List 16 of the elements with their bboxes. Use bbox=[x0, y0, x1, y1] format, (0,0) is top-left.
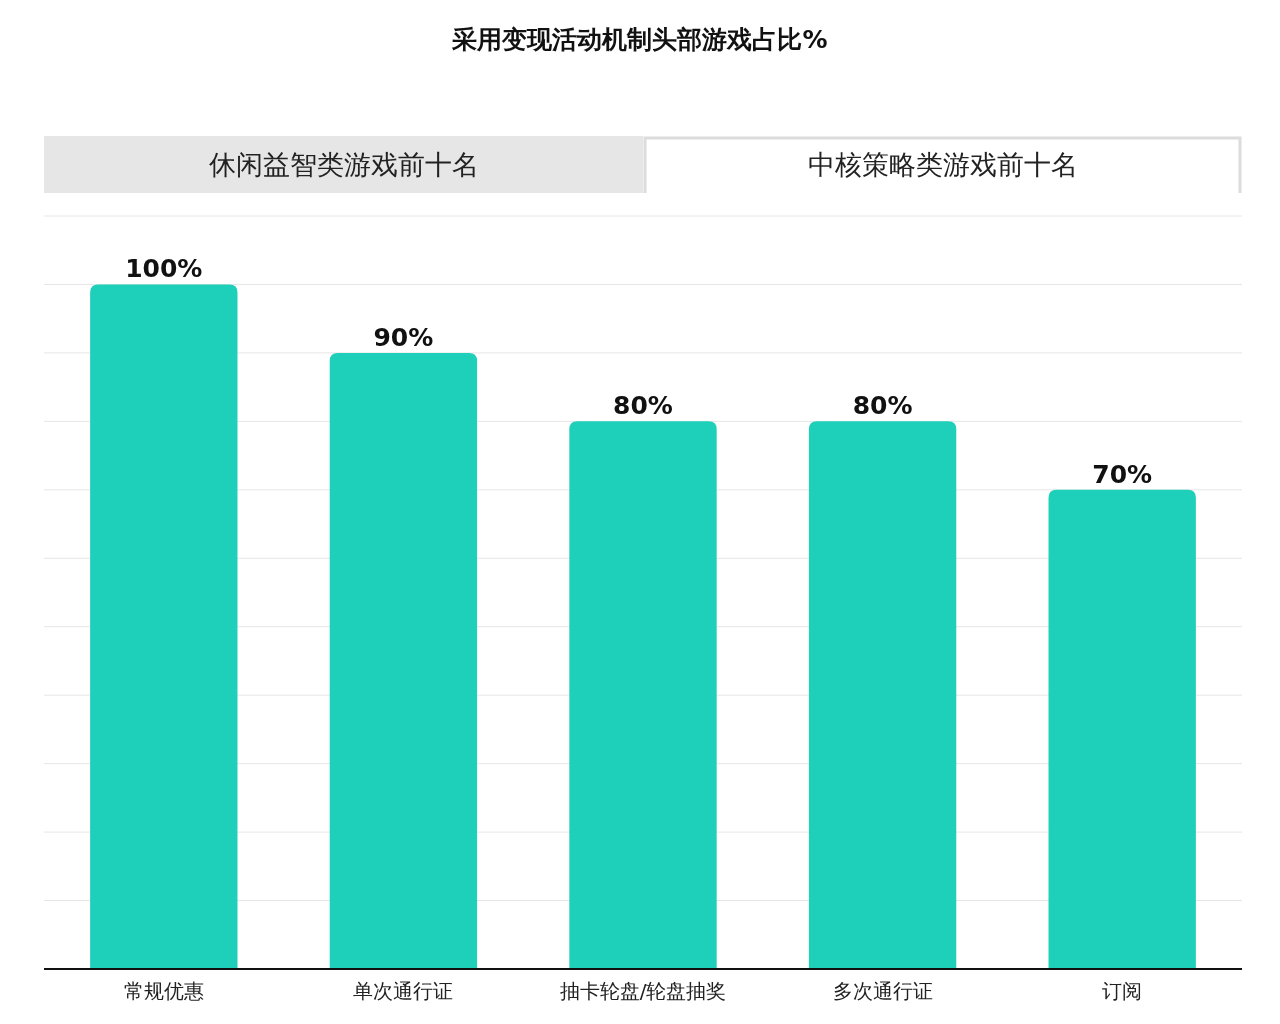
data-label: 80% bbox=[852, 391, 913, 421]
x-tick-label: 抽卡轮盘/轮盘抽奖 bbox=[559, 979, 727, 1003]
data-label: 90% bbox=[373, 322, 434, 352]
data-label: 70% bbox=[1092, 459, 1153, 489]
x-tick-label: 订阅 bbox=[1102, 979, 1143, 1003]
data-label: 100% bbox=[125, 254, 203, 284]
bar bbox=[569, 421, 717, 969]
chart-title: 采用变现活动机制头部游戏占比% bbox=[451, 25, 828, 54]
x-tick-label: 常规优惠 bbox=[123, 979, 204, 1003]
x-tick-label: 单次通行证 bbox=[353, 979, 454, 1003]
bar bbox=[808, 421, 957, 969]
bar bbox=[329, 352, 478, 969]
data-label: 80% bbox=[613, 391, 673, 421]
bar bbox=[1048, 489, 1196, 969]
bar bbox=[90, 284, 238, 969]
x-tick-label: 多次通行证 bbox=[832, 979, 933, 1003]
